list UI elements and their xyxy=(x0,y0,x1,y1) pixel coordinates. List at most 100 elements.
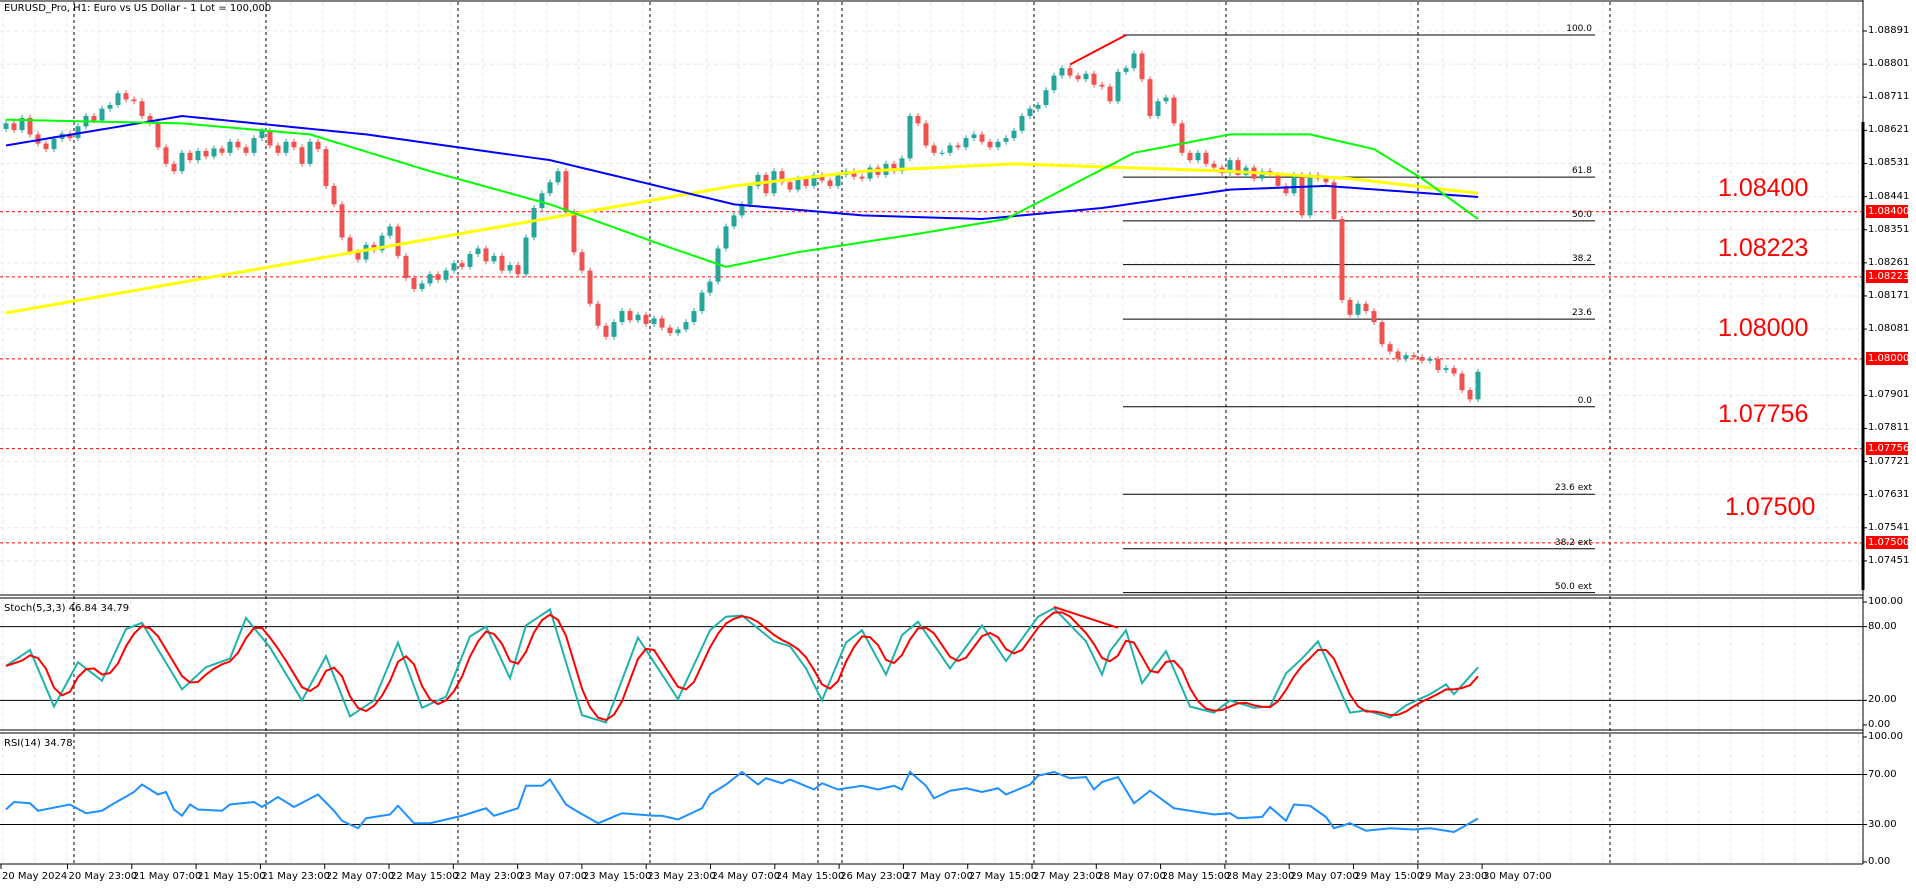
price-tick-label: 1.08891 xyxy=(1868,25,1910,36)
time-label: 28 May 23:00 xyxy=(1225,871,1295,882)
rsi-tick-label: 70.00 xyxy=(1868,768,1897,780)
candle-bullish xyxy=(1027,108,1033,117)
candle-bullish xyxy=(675,329,681,334)
candle-bullish xyxy=(419,283,425,289)
candle-bullish xyxy=(867,167,873,179)
candle-bearish xyxy=(203,150,209,157)
candle-bearish xyxy=(1283,185,1289,194)
candle-bullish xyxy=(835,174,841,186)
rsi-pane xyxy=(0,736,1867,863)
time-label: 27 May 15:00 xyxy=(968,871,1038,882)
candle-bullish xyxy=(1083,73,1089,80)
candle-bearish xyxy=(355,252,361,260)
candle-bullish xyxy=(683,322,689,330)
candle-bullish xyxy=(1003,138,1009,142)
candle-bearish xyxy=(1363,303,1369,312)
candle-bearish xyxy=(219,148,225,153)
level-annotation: 1.08223 xyxy=(1718,234,1809,262)
price-tick-label: 1.08171 xyxy=(1868,289,1910,301)
price-tick-label: 1.08801 xyxy=(1868,58,1910,70)
rsi-tick-label: 0.00 xyxy=(1868,856,1891,867)
candle-bearish xyxy=(803,178,809,186)
fib-level-label: 50.0 xyxy=(1571,209,1592,220)
candle-bullish xyxy=(731,215,737,227)
candle-bearish xyxy=(979,134,985,142)
time-label: 21 May 15:00 xyxy=(197,871,266,882)
stoch-trendline[interactable] xyxy=(1053,605,1119,629)
time-label: 26 May 23:00 xyxy=(840,871,909,882)
candle-bearish xyxy=(315,141,321,150)
chart-title: EURUSD_Pro, H1: Euro vs US Dollar - 1 Lo… xyxy=(4,3,272,14)
candle-bearish xyxy=(1235,160,1241,175)
candle-bearish xyxy=(859,176,865,179)
moving-average-line xyxy=(5,162,1479,315)
candle-bearish xyxy=(515,265,521,275)
stoch-title: Stoch(5,3,3) 46.84 34.79 xyxy=(4,603,130,614)
candle-bullish xyxy=(723,226,729,249)
candle-bullish xyxy=(947,145,953,153)
candle-bearish xyxy=(1339,219,1345,301)
rsi-tick-label: 100.00 xyxy=(1868,731,1903,742)
candle-bearish xyxy=(323,149,329,186)
candle-bullish xyxy=(1475,371,1481,400)
time-label: 28 May 07:00 xyxy=(1097,871,1166,882)
candle-bearish xyxy=(627,311,633,321)
candle-bullish xyxy=(387,226,393,236)
candle-bullish xyxy=(523,237,529,275)
price-tick-label: 1.08081 xyxy=(1868,323,1910,335)
candle-bearish xyxy=(147,116,153,124)
candle-bullish xyxy=(1427,358,1433,361)
candle-bullish xyxy=(907,116,913,159)
candle-bullish xyxy=(747,185,753,205)
fib-level-label: 61.8 xyxy=(1571,166,1592,177)
candle-bullish xyxy=(51,138,57,150)
candle-bearish xyxy=(1187,152,1193,161)
candle-bearish xyxy=(395,226,401,256)
time-label: 29 May 07:00 xyxy=(1290,871,1359,882)
candle-bearish xyxy=(1459,373,1465,391)
candle-bullish xyxy=(691,311,697,323)
candle-bullish xyxy=(307,141,313,164)
candle-bullish xyxy=(739,204,745,216)
candle-bearish xyxy=(955,145,961,148)
moving-averages xyxy=(5,34,1479,315)
level-annotation: 1.08400 xyxy=(1718,174,1809,202)
fib-level-label: 0.0 xyxy=(1577,395,1592,406)
price-tick-label: 1.08621 xyxy=(1868,124,1910,136)
candle-bearish xyxy=(131,99,137,102)
candle-bearish xyxy=(1067,68,1073,76)
candle-bearish xyxy=(27,117,33,135)
time-label: 29 May 23:00 xyxy=(1418,871,1488,882)
day-separators xyxy=(0,2,1611,869)
candle-bearish xyxy=(1299,174,1305,216)
candle-bullish xyxy=(19,117,25,130)
price-tick-label: 1.07541 xyxy=(1868,521,1910,533)
candle-bullish xyxy=(99,108,105,121)
price-trendline[interactable] xyxy=(1069,34,1127,66)
fib-level-label: 23.6 ext xyxy=(1554,483,1592,494)
candle-bearish xyxy=(483,248,489,262)
candle-bearish xyxy=(459,263,465,267)
horizontal-levels[interactable] xyxy=(0,211,1863,544)
candle-bearish xyxy=(851,171,857,177)
candle-bullish xyxy=(507,265,513,271)
price-tick-label: 1.08711 xyxy=(1868,91,1910,103)
candle-bearish xyxy=(1323,178,1329,183)
candle-bearish xyxy=(563,171,569,212)
candle-bearish xyxy=(499,255,505,271)
candle-bullish xyxy=(635,314,641,321)
time-label: 29 May 15:00 xyxy=(1354,871,1424,882)
fibonacci-retracement[interactable] xyxy=(1123,34,1595,594)
candle-bullish xyxy=(443,270,449,280)
candle-bullish xyxy=(1227,160,1233,174)
candle-bullish xyxy=(963,138,969,148)
fib-level-label: 38.2 xyxy=(1571,253,1592,264)
fib-level-label: 100.0 xyxy=(1566,24,1592,35)
candle-bullish xyxy=(699,292,705,312)
time-label: 22 May 07:00 xyxy=(325,871,395,882)
candle-bullish xyxy=(3,123,9,129)
level-price-tag: 1.08223 xyxy=(1866,270,1910,284)
candle-bearish xyxy=(435,274,441,280)
price-tick-label: 1.08351 xyxy=(1868,223,1910,235)
